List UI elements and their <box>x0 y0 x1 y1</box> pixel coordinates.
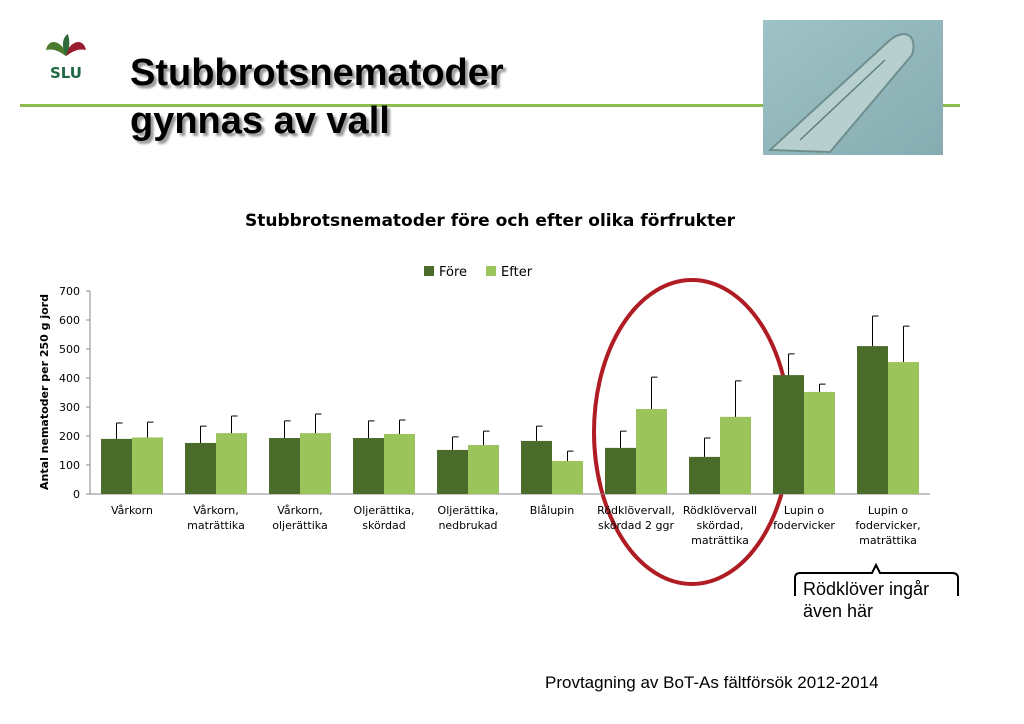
y-tick-label: 100 <box>59 459 80 472</box>
legend-swatch <box>486 266 497 276</box>
bar <box>468 444 499 494</box>
error-bar <box>819 383 826 392</box>
bar <box>216 433 247 494</box>
bar <box>437 449 468 494</box>
bar <box>689 456 720 494</box>
bar <box>804 391 835 494</box>
y-axis-label: Antal nematoder per 250 g jord <box>38 294 51 490</box>
x-tick-label: Oljerättika, skördad <box>353 504 415 532</box>
y-tick-label: 600 <box>59 314 80 327</box>
error-bar <box>368 420 375 439</box>
bar <box>269 438 300 494</box>
slide-title: Stubbrotsnematoder <box>130 52 504 94</box>
y-tick-label: 200 <box>59 430 80 443</box>
annotation: Rödklöver ingår även här <box>803 579 930 621</box>
x-tick-label: Rödklövervall, skördad 2 ggr <box>597 504 675 532</box>
slide-title: gynnas av vall <box>130 100 390 142</box>
bar <box>300 433 331 494</box>
error-bar <box>315 413 322 434</box>
chart-title: Stubbrotsnematoder före och efter olika … <box>245 211 736 231</box>
y-tick-label: 400 <box>59 372 80 385</box>
error-bar <box>788 353 795 376</box>
error-bar <box>536 425 543 441</box>
legend-label: Efter <box>501 265 533 280</box>
bar <box>384 433 415 494</box>
x-tick-label: Rödklövervall skördad, maträttika <box>682 504 758 547</box>
bar <box>605 447 636 494</box>
error-bar <box>452 436 459 450</box>
x-tick-label: Lupin o fodervicker, maträttika <box>855 504 921 547</box>
legend-swatch <box>424 266 434 276</box>
x-tick-label: Blålupin <box>529 504 575 517</box>
legend-label: Före <box>439 265 467 280</box>
error-bar <box>735 380 742 417</box>
bar <box>888 362 919 494</box>
error-bar <box>231 415 238 434</box>
microscope-image <box>763 20 943 155</box>
bar <box>636 409 667 494</box>
error-bar <box>651 376 658 410</box>
y-tick-label: 300 <box>59 401 80 414</box>
y-tick-label: 700 <box>59 285 80 298</box>
error-bar <box>284 420 291 439</box>
bar <box>353 438 384 494</box>
error-bar <box>704 437 711 457</box>
error-bar <box>200 425 207 443</box>
x-tick-label: Vårkorn <box>111 504 153 517</box>
error-bar <box>483 430 490 445</box>
x-tick-label: Vårkorn, maträttika <box>187 504 245 532</box>
error-bar <box>399 419 406 434</box>
x-tick-label: Oljerättika, nedbrukad <box>437 504 499 532</box>
bar <box>101 438 132 494</box>
error-bar <box>147 421 154 438</box>
logo-mark <box>46 34 86 56</box>
bar <box>857 346 888 494</box>
y-tick-label: 0 <box>73 488 80 501</box>
bar <box>185 442 216 494</box>
error-bar <box>872 315 879 347</box>
y-tick-label: 500 <box>59 343 80 356</box>
bar <box>552 460 583 494</box>
error-bar <box>620 430 627 448</box>
brace <box>794 562 959 596</box>
bar <box>521 440 552 494</box>
bar <box>132 437 163 494</box>
bar <box>720 416 751 494</box>
logo-text: SLU <box>50 64 82 82</box>
x-tick-label: Lupin o fodervicker <box>773 504 835 532</box>
footer: Provtagning av BoT-As fältförsök 2012-20… <box>545 673 879 692</box>
error-bar <box>567 450 574 461</box>
x-tick-label: Vårkorn, oljerättika <box>272 504 328 532</box>
bar <box>773 375 804 494</box>
title-rule <box>20 104 960 107</box>
error-bar <box>903 325 910 363</box>
error-bar <box>116 422 123 439</box>
